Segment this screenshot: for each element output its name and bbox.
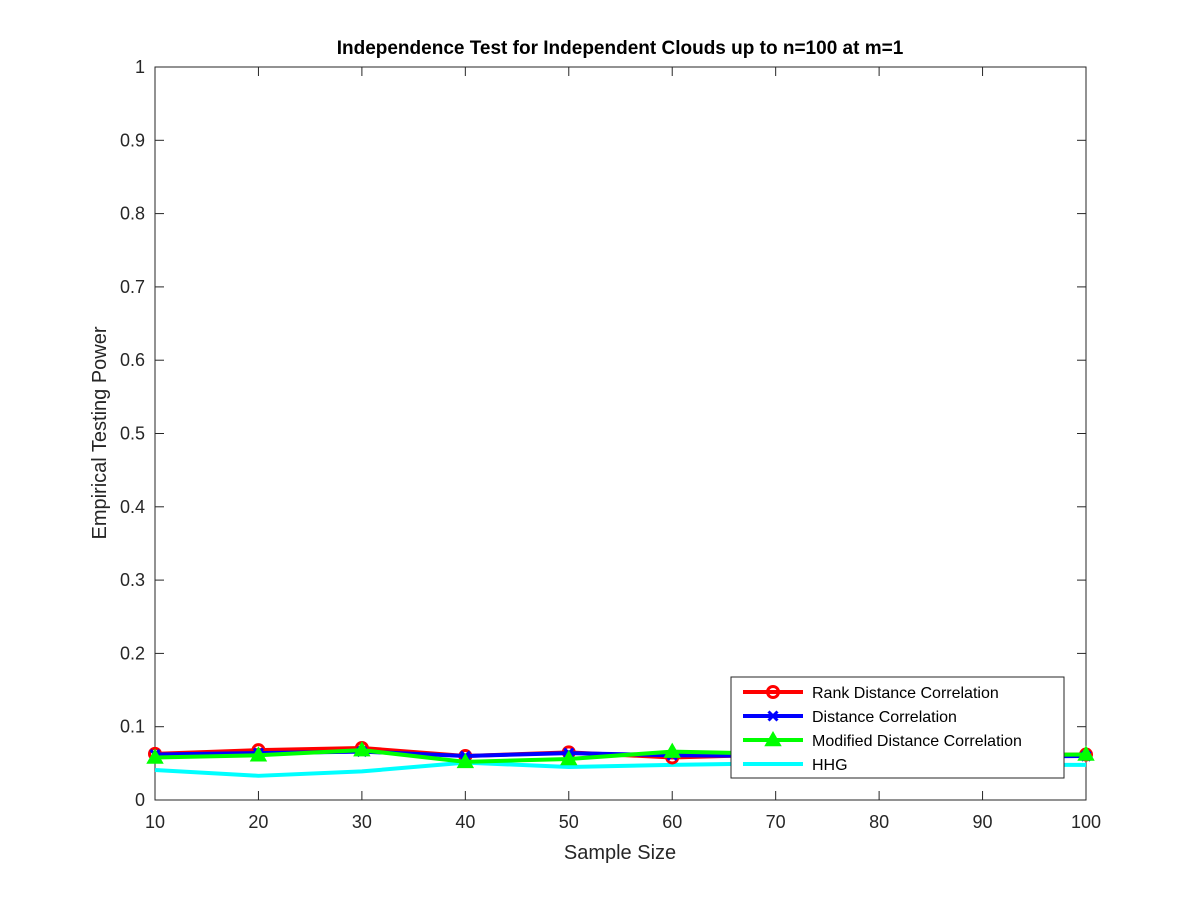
legend-label: HHG — [812, 757, 848, 774]
legend: Rank Distance Correlation Distance Correl… — [730, 676, 1065, 779]
y-tick-label: 0.2 — [120, 643, 145, 663]
y-tick-label: 0.5 — [120, 424, 145, 444]
data-point — [560, 749, 578, 766]
x-tick-label: 100 — [1071, 812, 1101, 832]
data-point — [353, 741, 371, 757]
legend-item: Modified Distance Correlation — [743, 730, 1022, 750]
x-tick-label: 90 — [973, 812, 993, 832]
x-tick-label: 50 — [559, 812, 579, 832]
data-point — [146, 748, 164, 764]
y-tick-label: 0 — [135, 790, 145, 810]
chart-title: Independence Test for Independent Clouds… — [337, 38, 904, 59]
data-point — [767, 710, 779, 722]
legend-label: Distance Correlation — [812, 709, 957, 726]
legend-item: Distance Correlation — [743, 709, 957, 726]
legend-label: Rank Distance Correlation — [812, 685, 999, 702]
x-tick-label: 40 — [455, 812, 475, 832]
y-tick-label: 0.7 — [120, 277, 145, 297]
x-tick-label: 60 — [662, 812, 682, 832]
data-point — [249, 746, 268, 762]
x-tick-label: 30 — [352, 812, 372, 832]
legend-item: HHG — [743, 757, 848, 774]
x-tick-label: 70 — [766, 812, 786, 832]
y-tick-label: 0.4 — [120, 497, 145, 517]
x-tick-label: 80 — [869, 812, 889, 832]
data-point — [764, 730, 782, 747]
x-axis-label: Sample Size — [564, 842, 676, 864]
x-tick-label: 10 — [145, 812, 165, 832]
data-point — [766, 685, 780, 699]
y-tick-label: 1 — [135, 57, 145, 77]
y-tick-label: 0.9 — [120, 130, 145, 150]
y-axis-label: Empirical Testing Power — [89, 326, 111, 539]
data-point — [456, 752, 475, 769]
y-tick-label: 0.1 — [120, 717, 145, 737]
legend-item: Rank Distance Correlation — [743, 685, 999, 702]
data-point — [1077, 745, 1095, 761]
data-point — [663, 742, 681, 758]
x-tick-label: 20 — [248, 812, 268, 832]
y-tick-label: 0.3 — [120, 570, 145, 590]
y-tick-label: 0.6 — [120, 350, 145, 370]
legend-label: Modified Distance Correlation — [812, 733, 1022, 750]
y-tick-label: 0.8 — [120, 204, 145, 224]
